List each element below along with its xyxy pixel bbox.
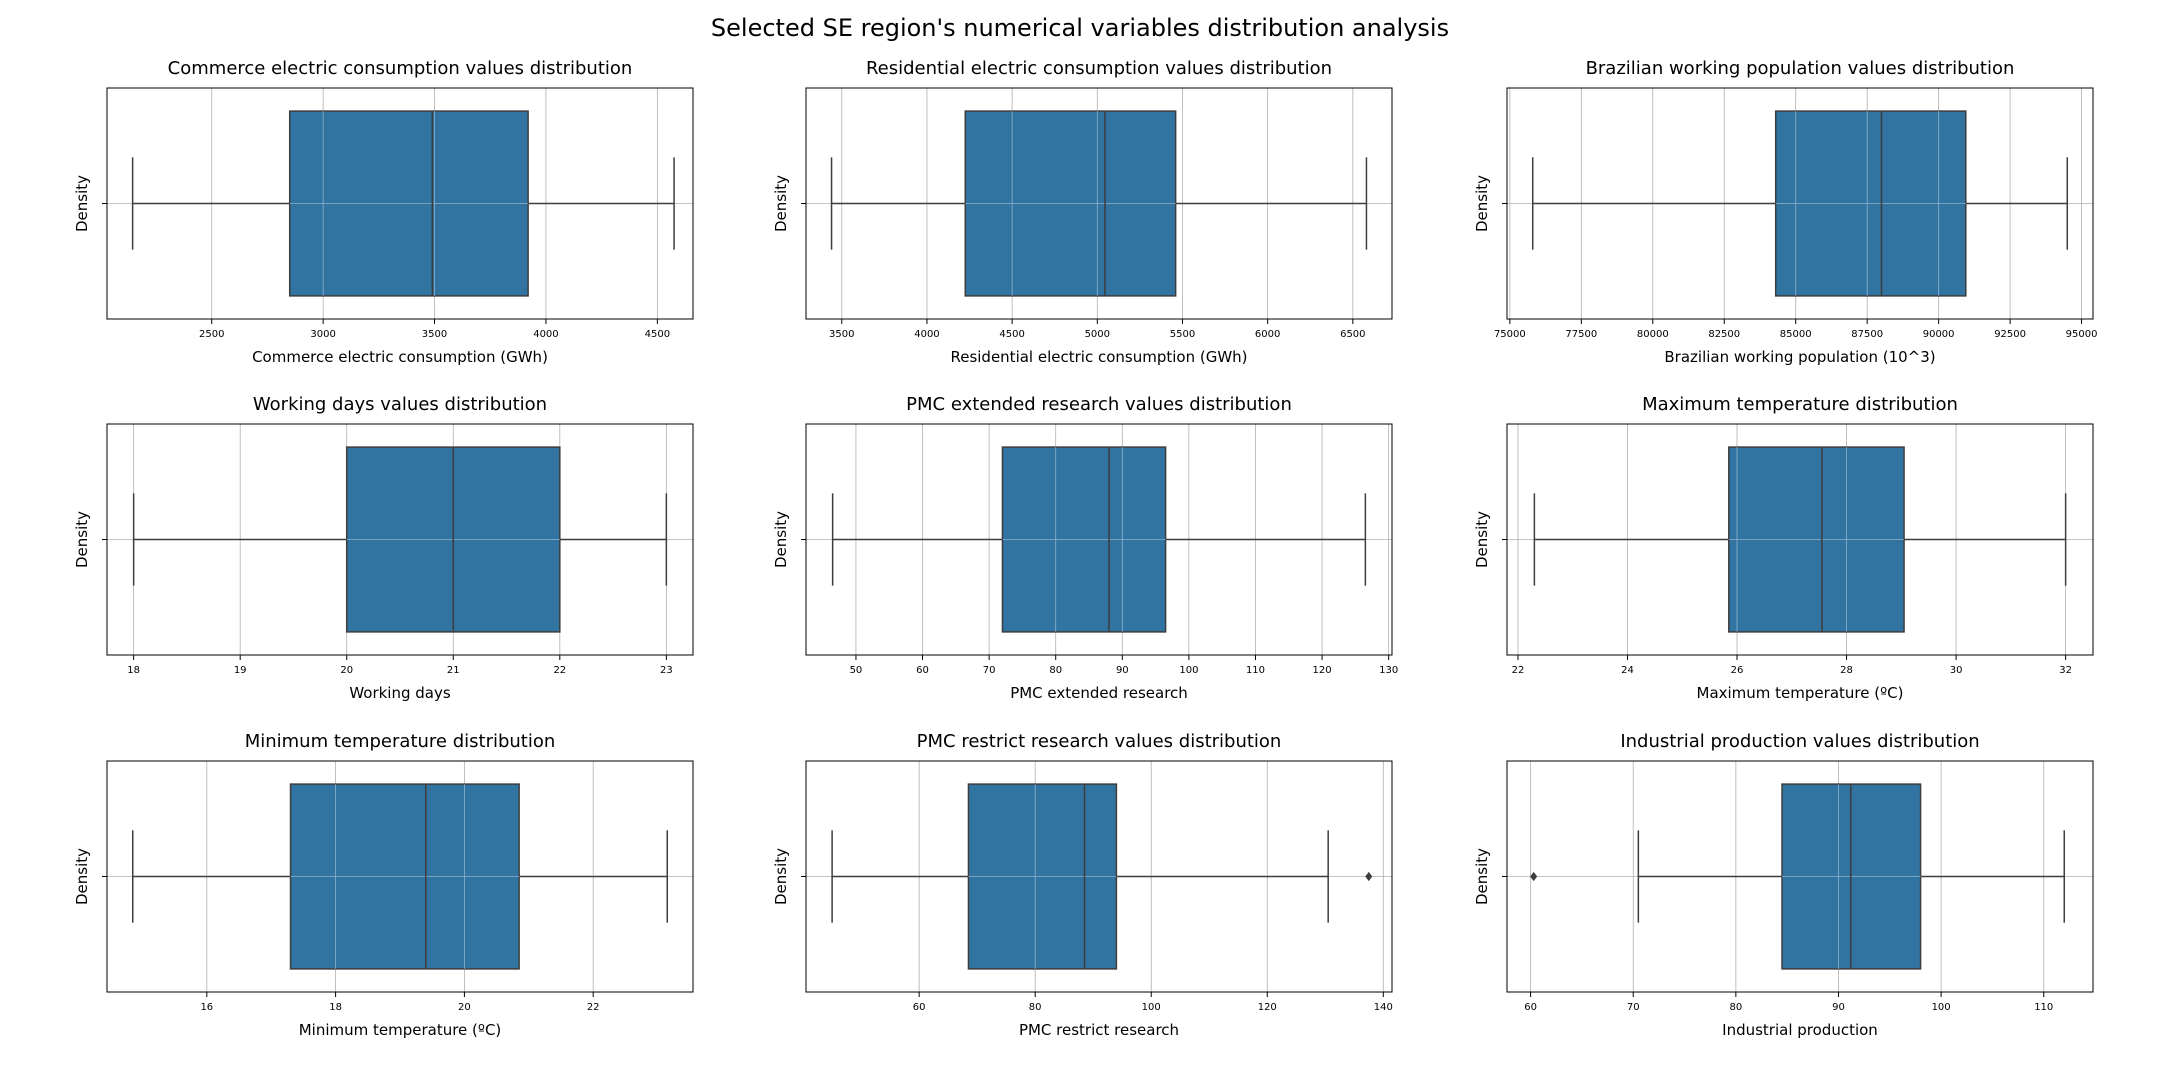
x-axis-label: Industrial production bbox=[1722, 1021, 1878, 1039]
x-tick-label: 2500 bbox=[199, 329, 224, 340]
x-tick-label: 21 bbox=[447, 665, 460, 676]
x-tick-label: 3500 bbox=[829, 329, 854, 340]
x-axis-label: Brazilian working population (10^3) bbox=[1664, 348, 1935, 366]
outlier-point bbox=[1365, 871, 1373, 882]
x-tick-label: 18 bbox=[329, 1002, 342, 1013]
x-tick-label: 90000 bbox=[1923, 329, 1955, 340]
x-tick-label: 75000 bbox=[1494, 329, 1526, 340]
chart-panel-9: 60 70 80 90 100 110 Industrial production valu… bbox=[1473, 731, 2094, 1039]
x-tick-label: 20 bbox=[458, 1002, 471, 1013]
x-axis-label: Residential electric consumption (GWh) bbox=[950, 348, 1247, 366]
y-axis-label: Density bbox=[772, 175, 790, 232]
x-tick-label: 24 bbox=[1621, 665, 1634, 676]
x-tick-label: 6500 bbox=[1340, 329, 1365, 340]
y-axis-label: Density bbox=[73, 848, 91, 905]
x-axis-label: Minimum temperature (ºC) bbox=[299, 1021, 502, 1039]
x-tick-label: 23 bbox=[660, 665, 673, 676]
y-axis-label: Density bbox=[73, 175, 91, 232]
chart-panel-4: 18 19 20 21 22 23 Working days values distribu… bbox=[73, 394, 694, 702]
x-tick-label: 22 bbox=[1512, 665, 1525, 676]
x-tick-label: 77500 bbox=[1565, 329, 1597, 340]
chart-title: PMC restrict research values distributio… bbox=[917, 731, 1282, 752]
x-axis-label: Commerce electric consumption (GWh) bbox=[252, 348, 548, 366]
chart-title: Industrial production values distributio… bbox=[1620, 731, 1979, 752]
chart-title: Maximum temperature distribution bbox=[1642, 394, 1958, 415]
x-tick-label: 4000 bbox=[533, 329, 558, 340]
x-tick-label: 22 bbox=[553, 665, 566, 676]
x-tick-label: 120 bbox=[1313, 665, 1332, 676]
x-tick-label: 3000 bbox=[310, 329, 335, 340]
chart-title: Minimum temperature distribution bbox=[245, 731, 556, 752]
x-tick-label: 26 bbox=[1731, 665, 1744, 676]
chart-panel-2: 3500 4000 4500 5000 5500 6000 6500 Residential … bbox=[772, 58, 1393, 366]
y-axis-label: Density bbox=[1473, 175, 1491, 232]
x-tick-label: 18 bbox=[127, 665, 140, 676]
x-tick-label: 4500 bbox=[999, 329, 1024, 340]
x-tick-label: 100 bbox=[1179, 665, 1198, 676]
x-axis-label: PMC extended research bbox=[1010, 684, 1188, 702]
x-tick-label: 100 bbox=[1932, 1002, 1951, 1013]
x-tick-label: 60 bbox=[916, 665, 929, 676]
x-tick-label: 80 bbox=[1729, 1002, 1742, 1013]
x-tick-label: 70 bbox=[1627, 1002, 1640, 1013]
x-tick-label: 5000 bbox=[1085, 329, 1110, 340]
chart-panel-8: 60 80 100 120 140 PMC restrict research value… bbox=[772, 731, 1393, 1039]
chart-title: Working days values distribution bbox=[253, 394, 547, 415]
x-tick-label: 28 bbox=[1840, 665, 1853, 676]
x-tick-label: 110 bbox=[1246, 665, 1265, 676]
x-axis-label: Maximum temperature (ºC) bbox=[1697, 684, 1904, 702]
x-tick-label: 80000 bbox=[1637, 329, 1669, 340]
x-tick-label: 20 bbox=[340, 665, 353, 676]
figure-title: Selected SE region's numerical variables… bbox=[710, 14, 1450, 42]
chart-panel-5: 50 60 70 80 90 100 110 120 130 PMC extended resea… bbox=[772, 394, 1398, 702]
x-tick-label: 80 bbox=[1029, 1002, 1042, 1013]
x-tick-label: 16 bbox=[200, 1002, 213, 1013]
x-tick-label: 130 bbox=[1379, 665, 1398, 676]
x-tick-label: 120 bbox=[1258, 1002, 1277, 1013]
outlier-point bbox=[1530, 871, 1538, 882]
x-tick-label: 110 bbox=[2034, 1002, 2053, 1013]
x-tick-label: 60 bbox=[1524, 1002, 1537, 1013]
chart-title: PMC extended research values distributio… bbox=[906, 394, 1292, 415]
x-tick-label: 32 bbox=[2059, 665, 2072, 676]
x-tick-label: 70 bbox=[983, 665, 996, 676]
x-tick-label: 22 bbox=[587, 1002, 600, 1013]
y-axis-label: Density bbox=[73, 511, 91, 568]
x-tick-label: 4000 bbox=[914, 329, 939, 340]
chart-panel-3: 75000 77500 80000 82500 85000 87500 90000 92500… bbox=[1473, 58, 2097, 366]
x-tick-label: 3500 bbox=[422, 329, 447, 340]
x-tick-label: 5500 bbox=[1170, 329, 1195, 340]
y-axis-label: Density bbox=[1473, 848, 1491, 905]
y-axis-label: Density bbox=[1473, 511, 1491, 568]
chart-panel-1: 2500 3000 3500 4000 4500 Commerce electric co… bbox=[73, 58, 694, 366]
chart-title: Brazilian working population values dist… bbox=[1586, 58, 2015, 79]
x-tick-label: 19 bbox=[234, 665, 247, 676]
x-tick-label: 140 bbox=[1374, 1002, 1393, 1013]
chart-panel-7: 16 18 20 22 Minimum temperature distribution… bbox=[73, 731, 694, 1039]
x-tick-label: 6000 bbox=[1255, 329, 1280, 340]
x-axis-label: PMC restrict research bbox=[1019, 1021, 1179, 1039]
x-tick-label: 90 bbox=[1116, 665, 1129, 676]
x-tick-label: 95000 bbox=[2066, 329, 2098, 340]
x-tick-label: 80 bbox=[1049, 665, 1062, 676]
chart-panel-6: 22 24 26 28 30 32 Maximum temperature distribu… bbox=[1473, 394, 2094, 702]
x-tick-label: 100 bbox=[1142, 1002, 1161, 1013]
x-tick-label: 4500 bbox=[645, 329, 670, 340]
x-tick-label: 60 bbox=[913, 1002, 926, 1013]
x-tick-label: 82500 bbox=[1708, 329, 1740, 340]
x-tick-label: 92500 bbox=[1994, 329, 2026, 340]
x-tick-label: 30 bbox=[1950, 665, 1963, 676]
x-tick-label: 90 bbox=[1832, 1002, 1845, 1013]
x-tick-label: 85000 bbox=[1780, 329, 1812, 340]
x-axis-label: Working days bbox=[349, 684, 451, 702]
x-tick-label: 87500 bbox=[1851, 329, 1883, 340]
chart-title: Commerce electric consumption values dis… bbox=[168, 58, 633, 79]
y-axis-label: Density bbox=[772, 511, 790, 568]
chart-title: Residential electric consumption values … bbox=[866, 58, 1332, 79]
x-tick-label: 50 bbox=[850, 665, 863, 676]
y-axis-label: Density bbox=[772, 848, 790, 905]
